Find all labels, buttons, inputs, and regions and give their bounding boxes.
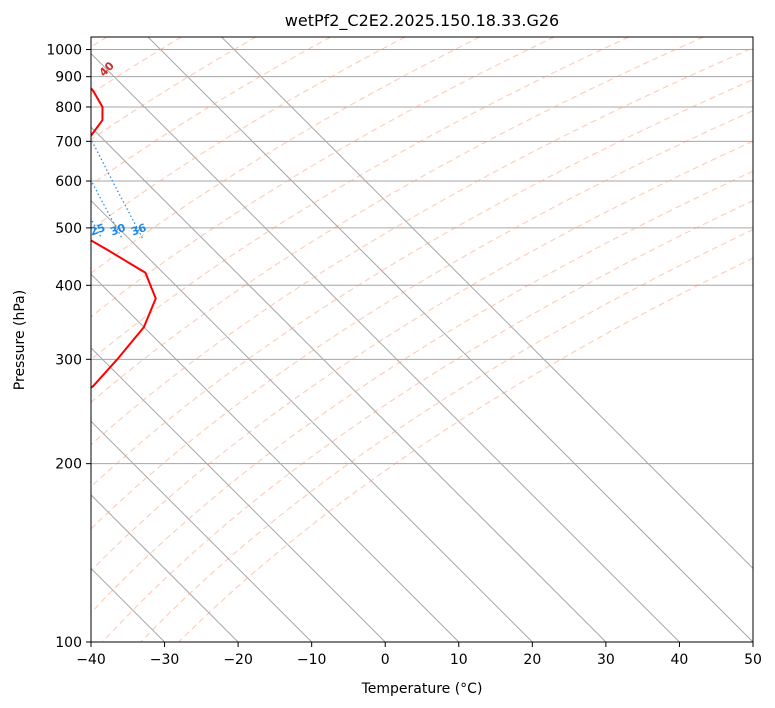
x-tick-label: 20 [523, 652, 541, 668]
mixing-ratio-label: 36 [129, 221, 148, 239]
dry-adiabat-line [91, 37, 555, 318]
y-tick-label: 1000 [46, 43, 82, 59]
y-tick-label: 700 [55, 134, 82, 150]
isotherm-line [91, 273, 460, 642]
mixing-ratio-line [0, 37, 4, 238]
dry-adiabat-line [91, 37, 704, 403]
y-tick-label: 900 [55, 70, 82, 86]
x-tick-label: 50 [744, 652, 762, 668]
mixing-ratio-label: 30 [109, 221, 128, 239]
x-tick-label: 10 [450, 652, 468, 668]
dry-adiabat-line [140, 229, 753, 642]
isotherm-line [91, 199, 533, 642]
x-axis-label: Temperature (°C) [361, 681, 483, 697]
dry-adiabat-line [91, 37, 630, 361]
x-tick-label: 0 [381, 652, 390, 668]
y-tick-label: 500 [55, 221, 82, 237]
mixing-ratio-label: 10 [0, 221, 9, 239]
x-tick-label: −20 [223, 652, 253, 668]
mixing-ratio-line [91, 137, 144, 239]
isotherm-line [91, 347, 386, 642]
isotherm-line [91, 420, 313, 642]
chart-title: wetPf2_C2E2.2025.150.18.33.G26 [285, 11, 559, 31]
y-tick-label: 800 [55, 100, 82, 116]
profile-curves [91, 86, 157, 389]
isotherm-label: 10 [0, 164, 1, 184]
dry-adiabat-line [178, 257, 753, 642]
dry-adiabat-line [91, 140, 753, 572]
dry-adiabat-line [91, 37, 406, 230]
plot-frame [90, 36, 754, 643]
y-axis: 100 200 300 400 500 600 700 800 900 1000 [46, 43, 91, 651]
y-tick-label: 300 [55, 352, 82, 368]
y-tick-label: 100 [55, 635, 82, 651]
mixing-ratio-line [0, 37, 53, 238]
x-tick-label: −30 [150, 652, 180, 668]
y-tick-label: 400 [55, 278, 82, 294]
plot-area: 0.10.20.40.611.52346810131620253036-100-… [0, 36, 754, 643]
isotherm-line [221, 37, 753, 570]
background-lines [0, 37, 753, 642]
x-tick-label: −40 [76, 652, 106, 668]
dry-adiabat-line [91, 170, 753, 614]
dry-adiabat-line [91, 110, 753, 530]
isotherm-label: 20 [18, 128, 38, 148]
mixing-ratio-label: 25 [88, 221, 107, 238]
mixing-ratio-label: 13 [17, 221, 36, 238]
dry-adiabat-line [91, 37, 480, 274]
y-axis-label: Pressure (hPa) [12, 290, 28, 390]
dry-adiabat-line [102, 200, 753, 642]
dry-adiabat-line [91, 79, 753, 488]
dry-adiabat-line [91, 47, 753, 446]
isotherm-line [91, 52, 680, 642]
y-tick-label: 200 [55, 457, 82, 473]
isotherm-line [147, 37, 753, 642]
dry-adiabat-line [91, 37, 257, 141]
mixing-ratio-line [0, 37, 31, 238]
isotherm-line [91, 494, 239, 642]
x-tick-label: 30 [597, 652, 615, 668]
x-tick-label: −10 [297, 652, 327, 668]
mixing-ratio-line [91, 217, 103, 239]
y-tick-label: 600 [55, 174, 82, 190]
dry-adiabat-line [91, 37, 331, 186]
temperature-profile-line [91, 86, 157, 389]
x-tick-label: 40 [671, 652, 689, 668]
isotherm-line [91, 126, 607, 642]
x-axis: −40 −30 −20 −10 0 10 20 30 40 50 [76, 642, 762, 668]
